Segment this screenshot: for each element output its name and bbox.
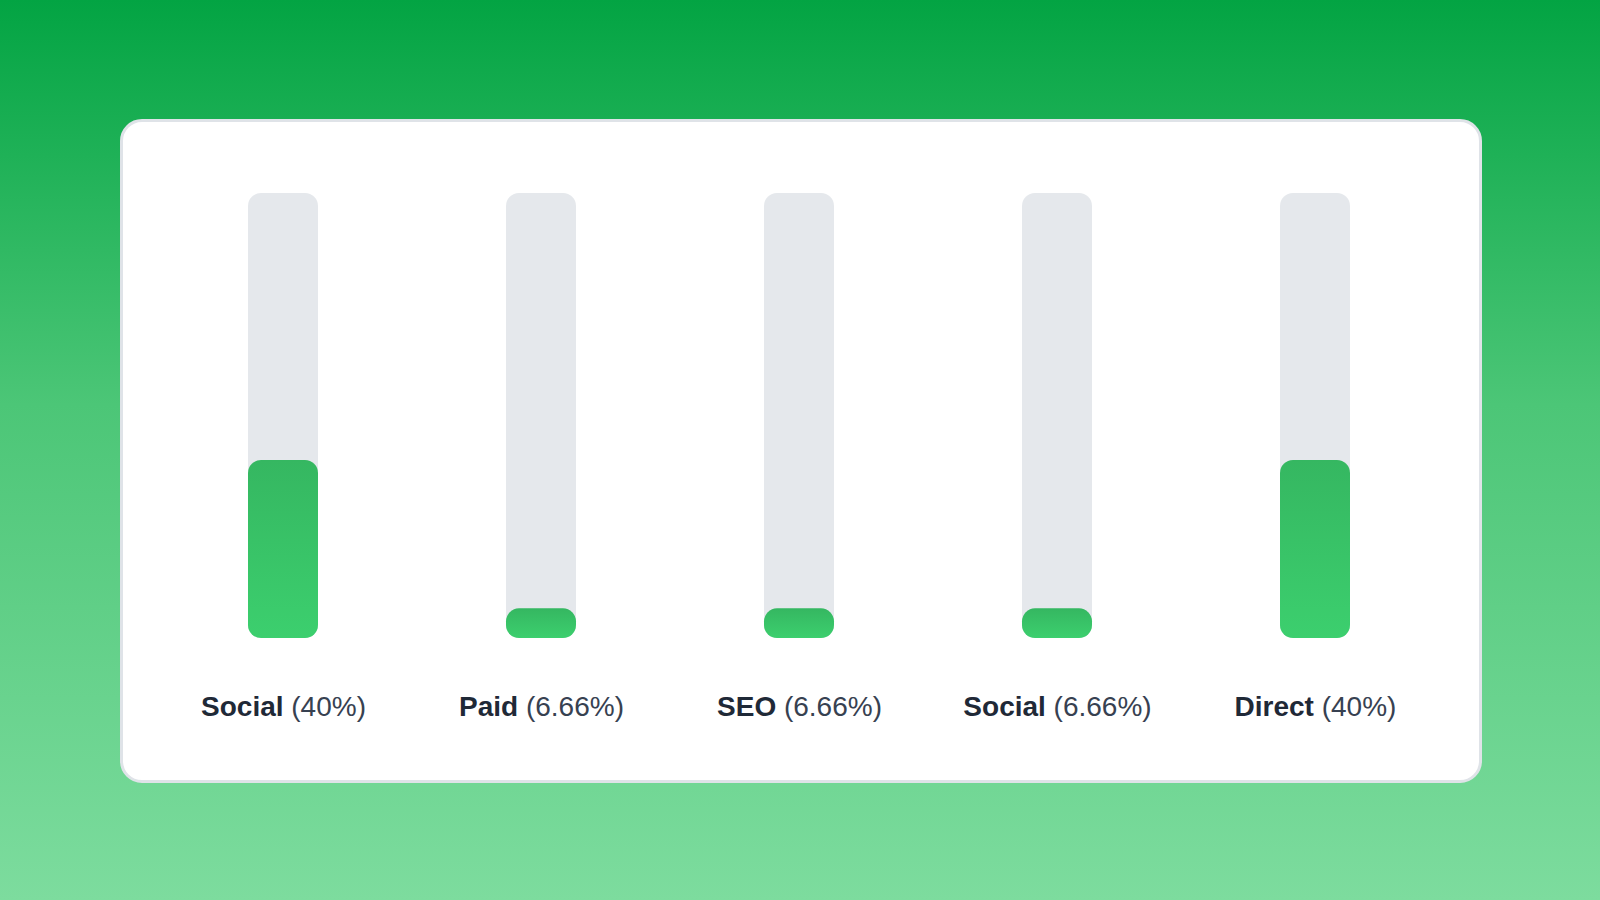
svg-text:(6.66%): (6.66%) [1054, 691, 1152, 722]
svg-text:Social: Social [201, 691, 283, 722]
svg-text:(40%): (40%) [291, 691, 366, 722]
svg-text:SEO: SEO [717, 691, 776, 722]
svg-text:Social: Social [963, 691, 1045, 722]
svg-text:(6.66%): (6.66%) [784, 691, 882, 722]
svg-text:(40%): (40%) [1322, 691, 1397, 722]
svg-text:(6.66%): (6.66%) [526, 691, 624, 722]
svg-text:Paid: Paid [459, 691, 518, 722]
svg-text:Direct: Direct [1235, 691, 1314, 722]
